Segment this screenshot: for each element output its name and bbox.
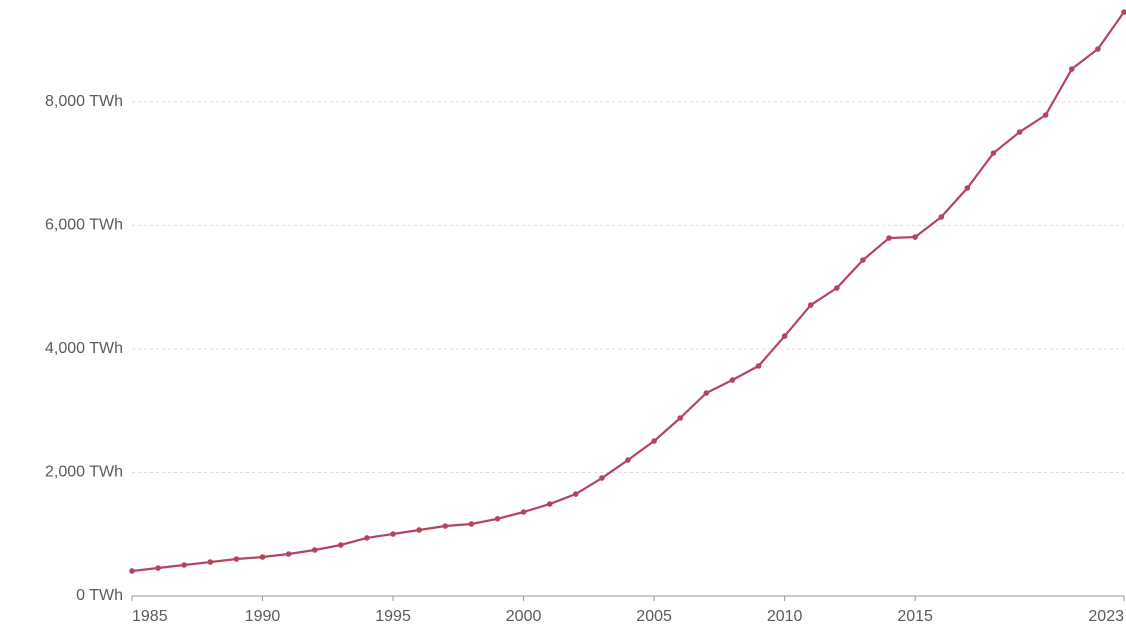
point <box>677 415 684 421</box>
y-tick-label: 2,000 TWh <box>45 464 123 481</box>
point <box>285 551 292 557</box>
y-tick-label: 0 TWh <box>76 587 123 604</box>
point <box>416 527 422 533</box>
point <box>494 515 501 522</box>
line <box>131 11 1125 573</box>
x-tick-label: 2005 <box>636 608 672 625</box>
x-tick-label: 1995 <box>375 608 411 625</box>
point <box>546 501 553 507</box>
x-tick-label: 2015 <box>897 608 933 625</box>
point <box>599 475 605 481</box>
point <box>781 333 788 339</box>
point <box>259 554 266 560</box>
point <box>1016 129 1023 135</box>
point <box>703 390 710 396</box>
point <box>807 302 814 308</box>
point <box>468 521 475 527</box>
point <box>1121 9 1126 15</box>
x-tick-label: 1985 <box>132 608 168 625</box>
point <box>729 377 736 383</box>
point <box>651 438 657 444</box>
point <box>207 559 214 565</box>
point <box>1068 66 1075 72</box>
y-tick-label: 8,000 TWh <box>45 93 123 110</box>
point <box>1095 46 1101 52</box>
point <box>129 568 135 574</box>
point <box>155 565 161 571</box>
x-tick-label: 1990 <box>245 608 281 625</box>
point <box>625 457 631 463</box>
point <box>311 547 318 553</box>
point <box>860 257 866 263</box>
point <box>572 491 579 497</box>
point <box>964 185 971 191</box>
point <box>912 234 918 240</box>
point <box>1042 112 1049 118</box>
x-tick-label: 2023 <box>1088 608 1124 625</box>
point <box>886 235 892 241</box>
point <box>442 523 449 529</box>
point <box>390 531 396 537</box>
point <box>364 535 370 541</box>
point <box>755 363 762 369</box>
point <box>938 214 945 220</box>
point <box>834 285 840 291</box>
point <box>520 509 527 515</box>
point <box>181 562 188 568</box>
y-tick-label: 6,000 TWh <box>45 217 123 234</box>
point <box>990 150 997 156</box>
point <box>338 542 344 548</box>
x-tick-label: 2010 <box>767 608 803 625</box>
point <box>233 556 240 562</box>
x-tick-label: 2000 <box>506 608 542 625</box>
y-tick-label: 4,000 TWh <box>45 340 123 357</box>
